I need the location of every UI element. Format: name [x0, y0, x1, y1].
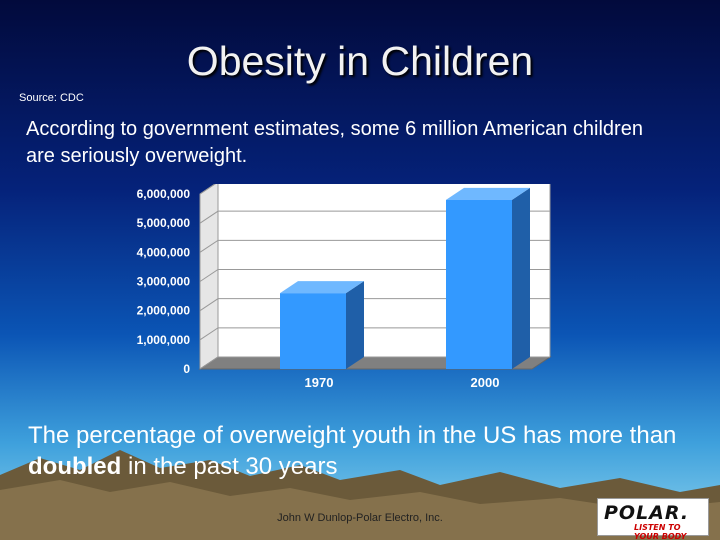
y-tick-label: 6,000,000	[137, 187, 191, 201]
gridline	[199, 298, 550, 312]
x-tick-label: 1970	[305, 375, 334, 390]
gridline	[199, 269, 550, 282]
footer-credit: John W Dunlop-Polar Electro, Inc.	[277, 512, 443, 524]
gridline	[199, 356, 550, 370]
gridline	[199, 327, 550, 341]
y-tick-label: 4,000,000	[137, 245, 191, 259]
bottom-text-start: The percentage of overweight youth in th…	[28, 422, 677, 449]
intro-text: According to government estimates, some …	[26, 118, 643, 167]
y-tick-label: 2,000,000	[137, 304, 191, 318]
gridline	[199, 239, 550, 253]
bottom-text-emphasis: doubled	[28, 453, 122, 480]
plot-side-wall	[199, 184, 219, 370]
source-label: Source: CDC	[19, 92, 84, 104]
slide-title: Obesity in Children	[186, 38, 534, 84]
bar	[280, 293, 346, 369]
mountain-background	[0, 450, 720, 540]
bar-side	[512, 187, 530, 369]
bottom-statement: The percentage of overweight youth in th…	[28, 420, 688, 482]
bar-top	[280, 281, 364, 294]
bar-side	[346, 281, 364, 369]
x-tick-label: 2000	[471, 375, 500, 390]
y-tick-label: 0	[183, 362, 190, 376]
polar-logo: POLAR. LISTEN TO YOUR BODY	[597, 498, 709, 540]
y-tick-label: 5,000,000	[137, 216, 191, 230]
gridline	[199, 184, 216, 195]
y-tick-label: 1,000,000	[137, 333, 191, 347]
bottom-text-end: in the past 30 years	[121, 453, 338, 480]
polar-logo-tagline: LISTEN TO YOUR BODY	[634, 523, 687, 540]
bar-top	[446, 187, 530, 200]
gridline	[199, 210, 550, 224]
y-tick-label: 3,000,000	[137, 275, 191, 289]
polar-logo-text: POLAR.	[604, 502, 690, 524]
bar-chart: 0 1,000,000 2,000,000 3,000,000 4,000,000 5,0…	[137, 184, 552, 390]
bar	[446, 199, 512, 369]
